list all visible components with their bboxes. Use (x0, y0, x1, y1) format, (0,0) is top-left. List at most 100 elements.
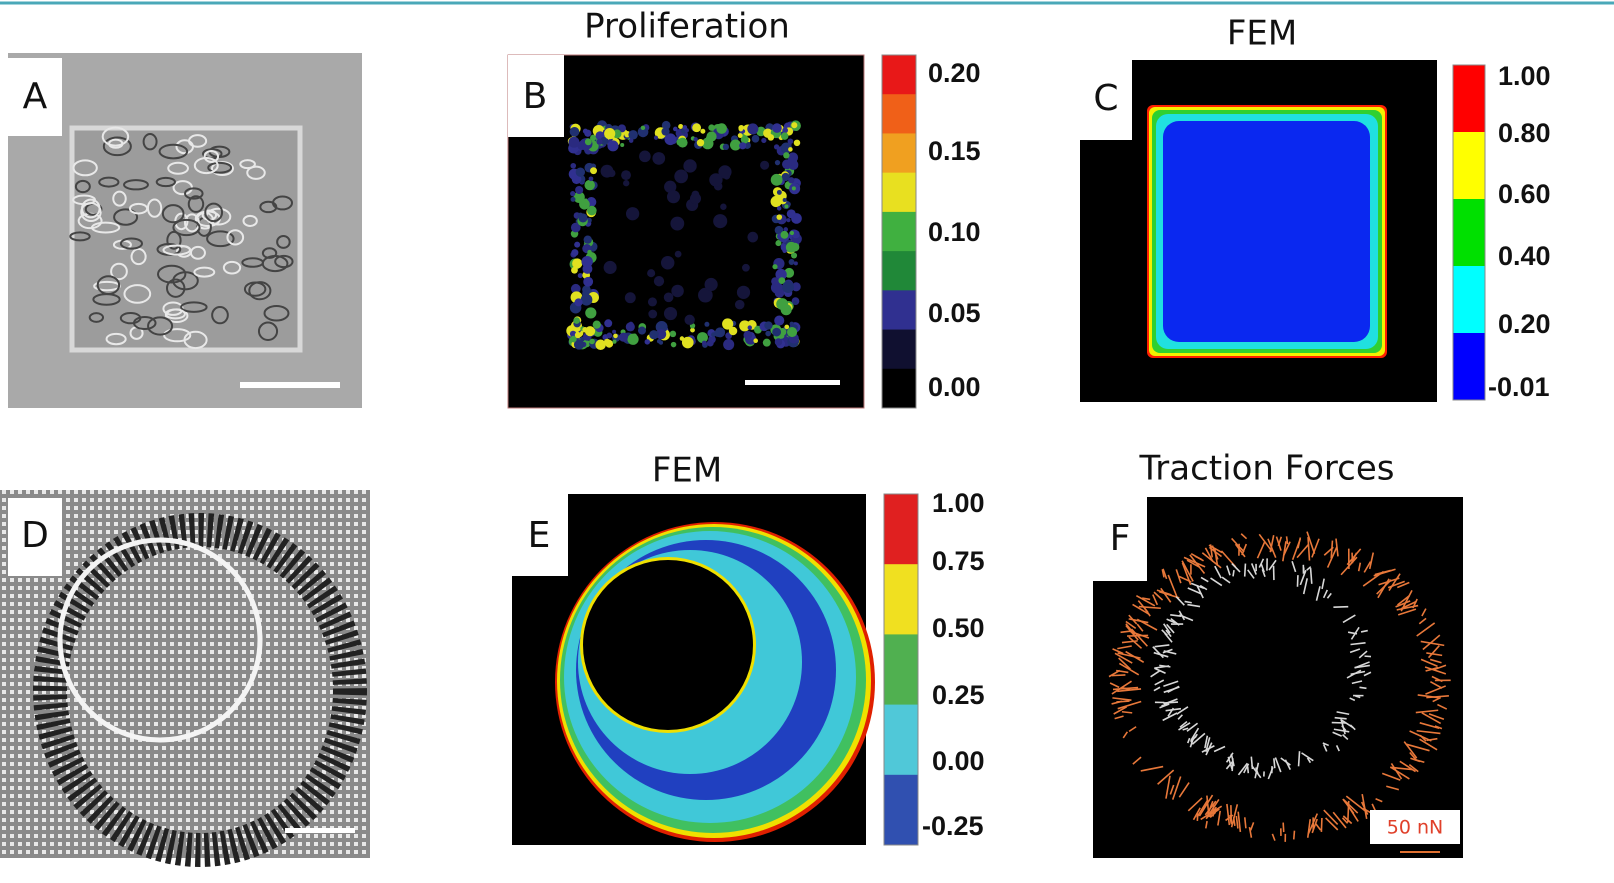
colorbar-label: 0.00 (932, 746, 985, 776)
signal-dot (664, 307, 677, 320)
signal-dot (639, 151, 651, 163)
signal-dot (584, 130, 591, 137)
signal-dot (581, 294, 593, 306)
signal-dot (578, 273, 583, 278)
signal-dot (661, 256, 674, 269)
colorbar-segment (882, 94, 916, 134)
signal-dot (683, 159, 696, 172)
signal-dot (706, 131, 716, 141)
colorbar-label: -0.01 (1488, 372, 1550, 402)
colorbar-label: 0.50 (932, 613, 985, 643)
hole (583, 560, 753, 730)
scale-label: 50 nN (1387, 817, 1443, 839)
panel-title: FEM (652, 451, 722, 491)
signal-dot (621, 170, 631, 180)
panel-f: Traction Forces F 50 nN (1093, 449, 1463, 859)
signal-dot (585, 138, 592, 145)
signal-dot (771, 277, 779, 285)
force-arrow (1233, 570, 1234, 576)
signal-dot (772, 328, 781, 337)
signal-dot (626, 207, 639, 220)
panel-a: A (8, 53, 362, 408)
signal-dot (772, 123, 782, 133)
force-arrow (1251, 757, 1252, 769)
signal-dot (629, 138, 634, 143)
colorbar-segment (884, 775, 918, 846)
colorbar-label: 0.05 (928, 298, 981, 328)
signal-dot (671, 342, 677, 348)
signal-dot (713, 214, 727, 228)
signal-dot (647, 269, 655, 277)
signal-dot (654, 136, 658, 140)
force-arrow (1333, 607, 1348, 608)
signal-dot (571, 267, 578, 274)
force-arrow (1122, 712, 1132, 713)
signal-dot (678, 124, 683, 129)
signal-dot (576, 167, 585, 176)
force-arrow (1299, 751, 1300, 766)
signal-dot (775, 160, 780, 165)
signal-dot (784, 204, 788, 208)
signal-dot (571, 197, 576, 202)
signal-dot (606, 333, 612, 339)
signal-dot (670, 217, 684, 231)
signal-dot (761, 138, 766, 143)
force-arrow (1321, 818, 1322, 832)
signal-dot (738, 133, 743, 138)
colorbar-segment (1453, 266, 1485, 334)
signal-dot (584, 180, 594, 190)
panel-label: B (523, 76, 548, 117)
signal-dot (781, 231, 789, 239)
panel-c: FEM C 1.00 0.80 0.60 0.40 0.20 -0.01 (1080, 14, 1551, 403)
signal-dot (664, 293, 674, 303)
signal-dot (782, 159, 792, 169)
signal-dot (619, 333, 628, 342)
force-arrow (1245, 564, 1246, 577)
panel-label: E (528, 515, 551, 556)
colorbar-segment (882, 251, 916, 291)
signal-dot (601, 165, 614, 178)
signal-dot (776, 214, 782, 220)
colorbar-label: 0.00 (928, 372, 981, 402)
signal-dot (648, 310, 657, 319)
signal-dot (697, 139, 704, 146)
signal-dot (685, 315, 695, 325)
signal-dot (674, 169, 688, 183)
signal-dot (774, 144, 779, 149)
signal-dot (589, 176, 594, 181)
signal-dot (783, 198, 787, 202)
image-f (1093, 497, 1463, 858)
colorbar-label: 0.20 (1498, 309, 1551, 339)
panel-label: C (1093, 78, 1118, 119)
colorbar-segment (1453, 65, 1485, 133)
signal-dot (612, 330, 616, 334)
signal-dot (697, 332, 708, 343)
force-arrow (1274, 758, 1275, 768)
colorbar-label: 0.75 (932, 546, 985, 576)
colorbar-segment (884, 634, 918, 705)
signal-dot (659, 340, 663, 344)
signal-dot (774, 315, 784, 325)
signal-dot (791, 243, 800, 252)
signal-dot (711, 332, 716, 337)
signal-dot (587, 250, 591, 254)
signal-dot (723, 144, 729, 150)
signal-dot (791, 122, 797, 128)
signal-dot (582, 285, 591, 294)
colorbar-segment (1453, 199, 1485, 267)
signal-dot (752, 135, 760, 143)
force-arrow (1112, 675, 1126, 676)
signal-dot (705, 278, 718, 291)
signal-dot (723, 339, 734, 350)
signal-dot (583, 277, 593, 287)
panel-b: Proliferation B 0.20 0.15 0.10 0.05 0.00 (508, 7, 981, 409)
signal-dot (791, 252, 797, 258)
signal-dot (700, 129, 705, 134)
signal-dot (590, 167, 597, 174)
signal-dot (787, 209, 796, 218)
colorbar-segment (1453, 333, 1485, 401)
signal-dot (707, 340, 714, 347)
signal-dot (690, 193, 701, 204)
colorbar-segment (882, 55, 916, 95)
panel-title: FEM (1227, 14, 1297, 54)
